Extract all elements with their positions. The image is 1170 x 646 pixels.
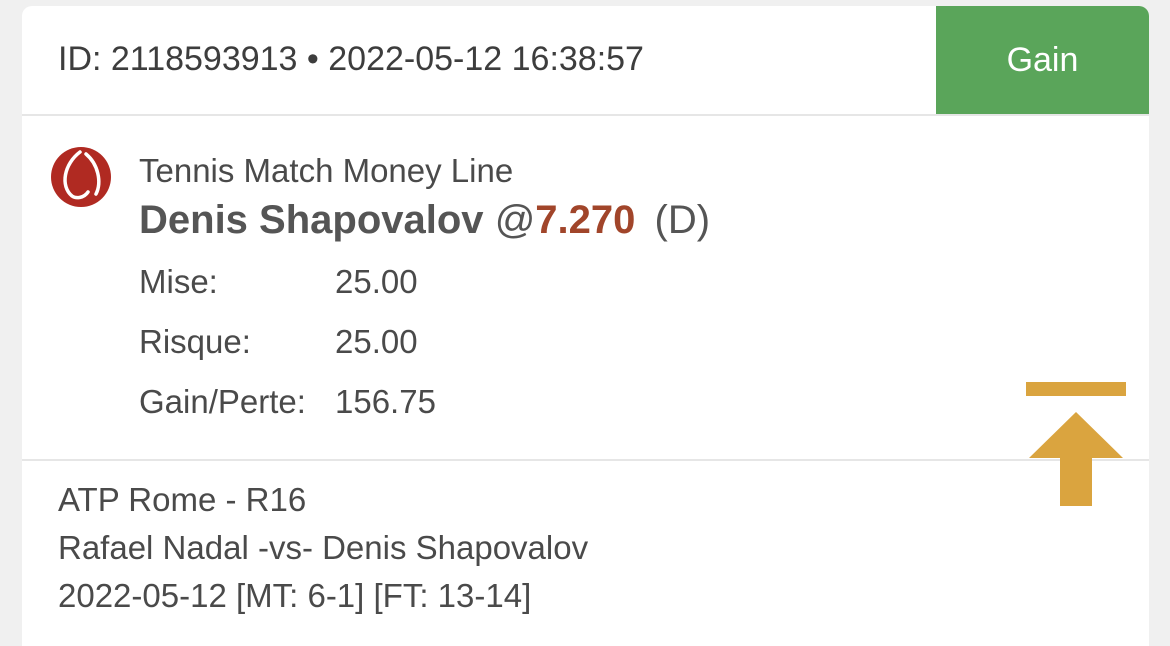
status-badge: Gain (936, 6, 1149, 114)
detail-row-stake: Mise: 25.00 (139, 263, 418, 301)
event-details: ATP Rome - R16 Rafael Nadal -vs- Denis S… (22, 461, 1149, 646)
selection-side: (D) (654, 198, 711, 242)
detail-label: Risque: (139, 323, 251, 360)
odds-prefix: @ (494, 198, 536, 242)
event-competition: ATP Rome - R16 (58, 481, 307, 518)
ticket-id-timestamp: ID: 2118593913 • 2022-05-12 16:38:57 (58, 40, 644, 78)
bet-details: Tennis Match Money Line Denis Shapovalov… (22, 116, 1149, 461)
bet-ticket-card: ID: 2118593913 • 2022-05-12 16:38:57 Gai… (22, 6, 1149, 646)
detail-value: 25.00 (335, 263, 418, 300)
odds-value: 7.270 (535, 198, 636, 242)
detail-row-profit: Gain/Perte: 156.75 (139, 383, 436, 421)
detail-value: 25.00 (335, 323, 418, 360)
ticket-header: ID: 2118593913 • 2022-05-12 16:38:57 Gai… (22, 6, 1149, 116)
selection-line: Denis Shapovalov @7.270 (D) (139, 198, 710, 243)
event-result: 2022-05-12 [MT: 6-1] [FT: 13-14] (58, 577, 532, 614)
detail-label: Gain/Perte: (139, 383, 306, 420)
selection-name: Denis Shapovalov (139, 198, 484, 242)
detail-value: 156.75 (335, 383, 436, 420)
event-matchup: Rafael Nadal -vs- Denis Shapovalov (58, 529, 589, 566)
tennis-ball-icon (51, 147, 111, 207)
detail-row-risk: Risque: 25.00 (139, 323, 418, 361)
detail-label: Mise: (139, 263, 218, 300)
market-name: Tennis Match Money Line (139, 152, 514, 189)
scroll-to-top-icon[interactable] (1026, 382, 1126, 506)
